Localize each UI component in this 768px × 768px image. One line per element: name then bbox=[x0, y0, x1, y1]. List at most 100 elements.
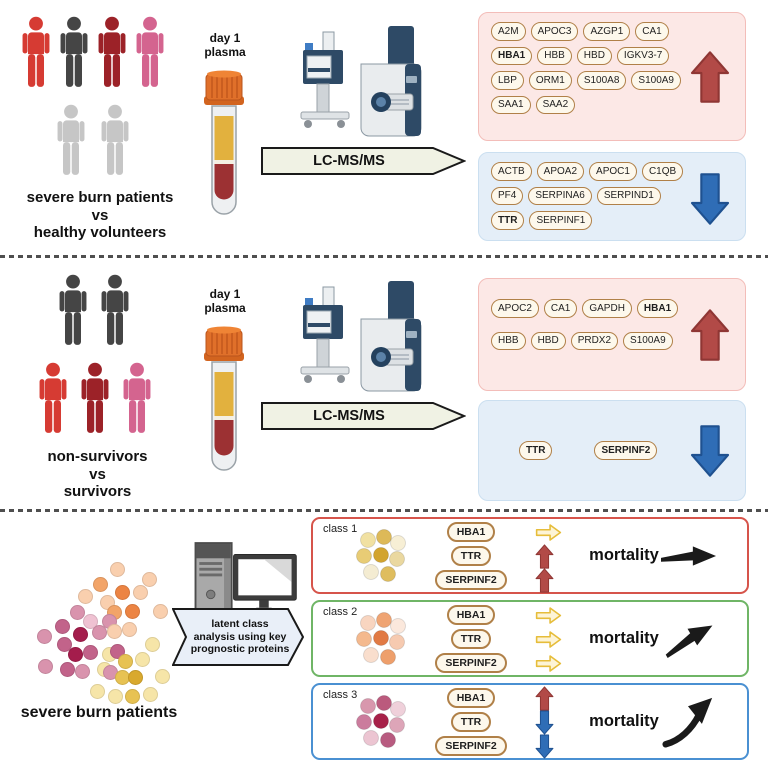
cluster-dots-icon bbox=[356, 695, 406, 748]
patient-dot bbox=[37, 629, 52, 644]
down-arrow-icon bbox=[535, 733, 554, 759]
analysis-label-line: latent class bbox=[211, 618, 269, 631]
protein-pill: SERPINF2 bbox=[435, 653, 507, 673]
protein-pill: HBB bbox=[537, 46, 572, 65]
patient-dot bbox=[155, 669, 170, 684]
person-icon bbox=[81, 362, 109, 433]
protein-pill: CA1 bbox=[543, 299, 578, 318]
blood-tube-icon bbox=[204, 70, 244, 215]
up-arrow-icon bbox=[690, 51, 730, 103]
patient-dot bbox=[73, 627, 88, 642]
panel3-cohort-label: severe burn patients bbox=[8, 704, 190, 722]
downregulated-protein-list: ACTB APOA2 APOC1 C1QB PF4 SERPINA6 SERPIND1 TTR… bbox=[491, 162, 691, 230]
protein-pill: SAA2 bbox=[535, 95, 576, 114]
person-icon bbox=[60, 16, 88, 87]
patient-dot bbox=[83, 614, 98, 629]
patient-dot bbox=[93, 577, 108, 592]
cohort-label-line: healthy volunteers bbox=[33, 224, 167, 241]
protein-pill: SERPINF2 bbox=[594, 441, 658, 460]
cohort-label-line: severe burn patients bbox=[20, 704, 178, 721]
protein-trend-icon bbox=[535, 630, 563, 649]
protein-pill: TTR bbox=[450, 712, 492, 732]
panel2-nonsurvivor-group bbox=[57, 274, 131, 346]
person-icon bbox=[101, 104, 129, 175]
protein-pill: CA1 bbox=[635, 22, 669, 41]
lcms-label: LC-MS/MS bbox=[313, 153, 385, 169]
right-arrow-icon bbox=[535, 606, 562, 624]
patient-dot bbox=[115, 585, 130, 600]
sample-label-line: day 1 bbox=[209, 287, 241, 301]
panel1-cohort-label: severe burn patients vs healthy voluntee… bbox=[5, 189, 195, 242]
patient-dot bbox=[55, 619, 70, 634]
protein-trend-icon bbox=[535, 685, 563, 711]
panel1-sample-label: day 1 plasma bbox=[194, 31, 256, 59]
protein-trend-row: HBA1 bbox=[421, 521, 563, 543]
class-cluster-dots-icon bbox=[353, 611, 411, 669]
protein-pill: TTR bbox=[450, 546, 492, 566]
patient-dot bbox=[125, 604, 140, 619]
cluster-dots-icon bbox=[356, 529, 406, 582]
banner-arrow-icon bbox=[261, 402, 467, 430]
patient-dot bbox=[92, 625, 107, 640]
protein-trend-icon bbox=[535, 543, 563, 569]
protein-pill: APOA2 bbox=[536, 162, 585, 181]
sample-label-line: plasma bbox=[204, 300, 246, 315]
person-icon bbox=[59, 274, 87, 345]
protein-pill: PF4 bbox=[491, 186, 524, 205]
patient-dot bbox=[78, 589, 93, 604]
protein-trend-icon bbox=[535, 709, 563, 735]
mass-spectrometer-icon bbox=[300, 281, 422, 392]
protein-pill: HBA1 bbox=[446, 688, 496, 708]
protein-trend-icon bbox=[535, 567, 563, 593]
protein-pill: S100A8 bbox=[576, 71, 627, 90]
panel1-patient-group bbox=[20, 16, 166, 88]
protein-pill: APOC1 bbox=[589, 162, 637, 181]
mortality-steep-arrow-icon bbox=[662, 697, 713, 748]
protein-trend-row: TTR bbox=[421, 628, 563, 650]
cohort-label-line: vs bbox=[91, 206, 109, 224]
protein-pill: A2M bbox=[491, 22, 526, 41]
patient-dot bbox=[133, 585, 148, 600]
patient-dot bbox=[57, 637, 72, 652]
class-label: class 3 bbox=[323, 689, 358, 701]
down-arrow-icon bbox=[690, 412, 730, 495]
sample-label-line: plasma bbox=[204, 44, 246, 59]
patient-dot bbox=[135, 652, 150, 667]
mortality-trend-arrow bbox=[661, 685, 715, 758]
patient-dot bbox=[70, 605, 85, 620]
panel1-upregulated-box: A2M APOC3 AZGP1 CA1 HBA1 HBB HBD IGKV3-7 LBP ORM1… bbox=[478, 12, 746, 141]
protein-trend-row: SERPINF2 bbox=[421, 567, 563, 593]
person-icon bbox=[39, 362, 67, 433]
up-arrow-icon bbox=[690, 309, 730, 361]
lcms-label: LC-MS/MS bbox=[313, 408, 385, 424]
right-arrow-icon bbox=[535, 630, 562, 648]
cohort-label-line: survivors bbox=[63, 483, 132, 500]
protein-pill: HBD bbox=[576, 46, 612, 65]
right-arrow-icon bbox=[535, 523, 562, 541]
protein-pill: SERPINA6 bbox=[528, 186, 592, 205]
protein-trend-row: SERPINF2 bbox=[421, 733, 563, 759]
panel-divider bbox=[0, 255, 768, 258]
patient-dot bbox=[145, 637, 160, 652]
protein-pill: TTR bbox=[519, 441, 553, 460]
person-icon bbox=[101, 274, 129, 345]
patient-dot bbox=[83, 645, 98, 660]
cohort-label-line: non-survivors bbox=[47, 448, 148, 465]
panel2-survivor-group bbox=[37, 362, 153, 434]
analysis-label: latent class analysis using key prognost… bbox=[184, 608, 296, 666]
patient-dot bbox=[110, 562, 125, 577]
right-arrow-icon bbox=[535, 654, 562, 672]
panel2-cohort-label: non-survivors vs survivors bbox=[5, 448, 190, 501]
analysis-label-line: prognostic proteins bbox=[190, 643, 290, 656]
banner-arrow-icon bbox=[171, 608, 305, 666]
mortality-rising-arrow-icon bbox=[665, 624, 713, 658]
protein-trend-row: HBA1 bbox=[421, 685, 563, 711]
panel-divider bbox=[0, 509, 768, 512]
protein-trend-list: HBA1 TTR SERPINF2 bbox=[421, 685, 563, 759]
class-1-box: class 1 HBA1 TTR SERPINF2 mortality bbox=[311, 517, 749, 594]
class-label: class 2 bbox=[323, 606, 358, 618]
protein-pill: SERPINF2 bbox=[435, 736, 507, 756]
panel2-downregulated-box: TTR SERPINF2 bbox=[478, 400, 746, 501]
person-icon bbox=[22, 16, 50, 87]
